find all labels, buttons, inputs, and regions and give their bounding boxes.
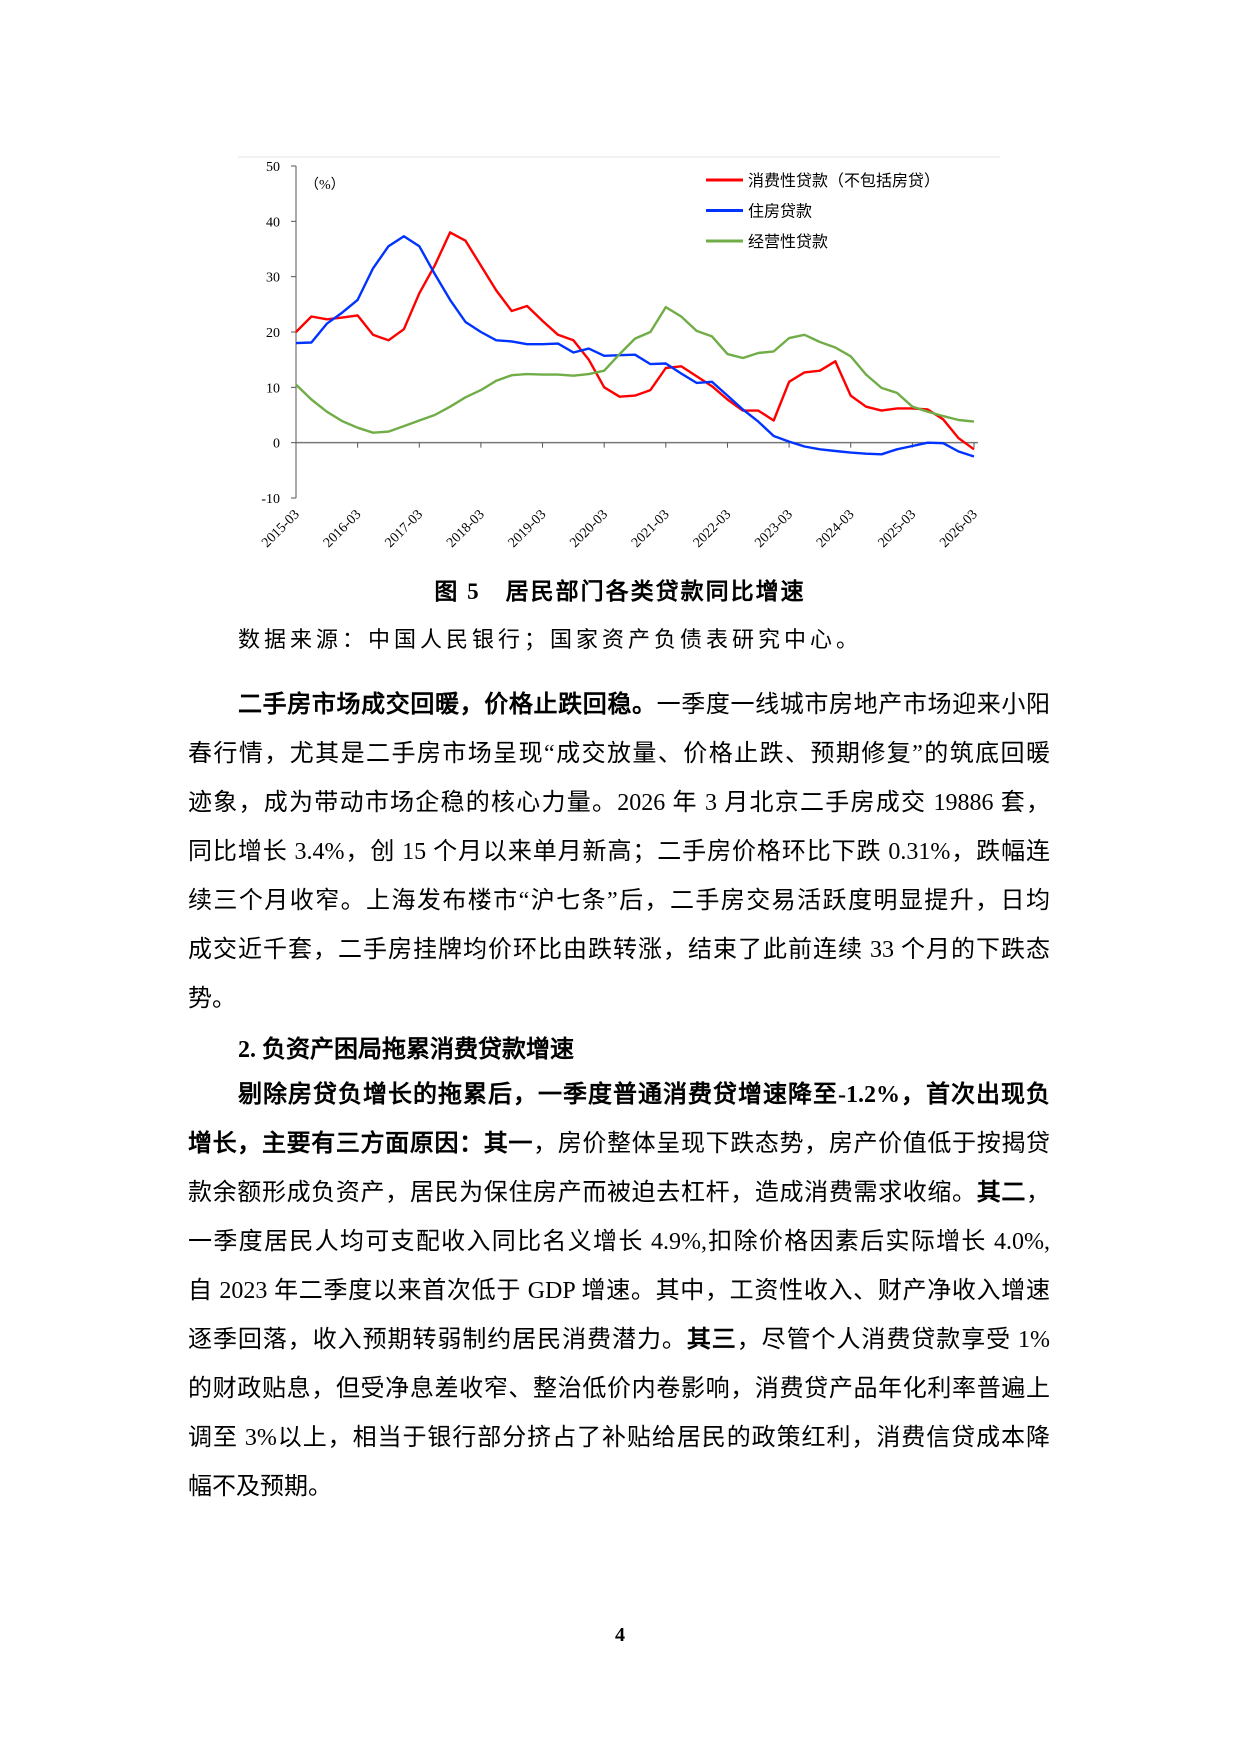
legend-label: 消费性贷款（不包括房贷）	[748, 172, 940, 190]
text: 一季度一线城市房地产市场迎来小阳	[656, 692, 1050, 718]
text-line: 迹象，成为带动市场企稳的核心力量。2026 年 3 月北京二手房成交 19886…	[188, 788, 1050, 818]
figure-caption: 图 5 居民部门各类贷款同比增速	[434, 579, 806, 604]
text: 的财政贴息，但受净息差收窄、整治低价内卷影响，消费贷产品年化利率普遍上	[188, 1376, 1050, 1402]
series-line-1	[295, 235, 975, 458]
y-tick-label: 30	[266, 271, 280, 286]
figure-source: 数据来源：中国人民银行；国家资产负债表研究中心。	[238, 627, 863, 652]
text-line: 增长，主要有三方面原因：其一，房价整体呈现下跌态势，房产价值低于按揭贷	[188, 1129, 1050, 1159]
text-line: 同比增长 3.4%，创 15 个月以来单月新高；二手房价格环比下跌 0.31%，…	[188, 837, 1050, 867]
x-tick-label: 2025-03	[876, 507, 920, 551]
bold-text: 增长，主要有三方面原因：其一	[188, 1131, 534, 1157]
text-line: 成交近千套，二手房挂牌均价环比由跌转涨，结束了此前连续 33 个月的下跌态	[188, 935, 1050, 965]
text-line: 调至 3%以上，相当于银行部分挤占了补贴给居民的政策红利，消费信贷成本降	[188, 1423, 1050, 1453]
text-line: 续三个月收窄。上海发布楼市“沪七条”后，二手房交易活跃度明显提升，日均	[188, 886, 1050, 916]
x-tick-label: 2016-03	[321, 507, 365, 551]
x-tick-label: 2015-03	[259, 507, 303, 551]
text: 成交近千套，二手房挂牌均价环比由跌转涨，结束了此前连续 33 个月的下跌态	[188, 937, 1050, 963]
y-tick-label: 50	[266, 160, 280, 175]
text: 迹象，成为带动市场企稳的核心力量。2026 年 3 月北京二手房成交 19886…	[188, 790, 1050, 816]
page-number: 4	[615, 1624, 625, 1646]
y-tick-label: 20	[266, 326, 280, 341]
text-line: 春行情，尤其是二手房市场呈现“成交放量、价格止跌、预期修复”的筑底回暖	[188, 739, 1050, 769]
text-line: 自 2023 年二季度以来首次低于 GDP 增速。其中，工资性收入、财产净收入增…	[188, 1276, 1050, 1306]
text: ，	[1026, 1180, 1050, 1206]
text: 一季度居民人均可支配收入同比名义增长 4.9%,扣除价格因素后实际增长 4.0%…	[188, 1229, 1050, 1255]
text-line: 的财政贴息，但受净息差收窄、整治低价内卷影响，消费贷产品年化利率普遍上	[188, 1374, 1050, 1404]
text: 幅不及预期。	[188, 1474, 332, 1500]
x-tick-label: 2019-03	[506, 507, 550, 551]
bold-text: 其二	[976, 1180, 1026, 1206]
x-tick-label: 2020-03	[567, 507, 611, 551]
y-unit-label: （%）	[305, 177, 345, 193]
text-line: 逐季回落，收入预期转弱制约居民消费潜力。其三，尽管个人消费贷款享受 1%	[188, 1325, 1050, 1355]
section-heading: 2. 负资产困局拖累消费贷款增速	[238, 1037, 574, 1063]
series-line-0	[295, 231, 975, 451]
y-tick-label: 0	[273, 437, 280, 452]
text: 调至 3%以上，相当于银行部分挤占了补贴给居民的政策红利，消费信贷成本降	[188, 1425, 1050, 1451]
text: 自 2023 年二季度以来首次低于 GDP 增速。其中，工资性收入、财产净收入增…	[188, 1278, 1050, 1304]
text: ，尽管个人消费贷款享受 1%	[736, 1327, 1051, 1353]
text: 逐季回落，收入预期转弱制约居民消费潜力。	[188, 1327, 687, 1353]
text-line: 势。	[188, 984, 1050, 1014]
bold-text: 剔除房贷负增长的拖累后，一季度普通消费贷增速降至-1.2%，首次出现负	[238, 1082, 1050, 1108]
text: 势。	[188, 986, 236, 1012]
series-line-2	[295, 305, 975, 434]
x-tick-label: 2024-03	[814, 507, 858, 551]
text: 续三个月收窄。上海发布楼市“沪七条”后，二手房交易活跃度明显提升，日均	[188, 888, 1050, 914]
x-tick-label: 2017-03	[382, 507, 426, 551]
text-line: 幅不及预期。	[188, 1472, 1050, 1502]
text-line: 一季度居民人均可支配收入同比名义增长 4.9%,扣除价格因素后实际增长 4.0%…	[188, 1227, 1050, 1257]
text-line: 剔除房贷负增长的拖累后，一季度普通消费贷增速降至-1.2%，首次出现负	[238, 1080, 1050, 1110]
legend-label: 经营性贷款	[748, 233, 828, 251]
text-line: 二手房市场成交回暖，价格止跌回稳。一季度一线城市房地产市场迎来小阳	[238, 690, 1050, 720]
x-tick-label: 2023-03	[752, 507, 796, 551]
x-tick-label: 2021-03	[629, 507, 673, 551]
text-line: 款余额形成负资产，居民为保住房产而被迫去杠杆，造成消费需求收缩。其二，	[188, 1178, 1050, 1208]
bold-text: 其三	[686, 1327, 737, 1353]
y-tick-label: 10	[266, 381, 280, 396]
loan-growth-chart: -10 0 10 20 30 40 50 2015-03 2016-03 2017-03 2018-…	[238, 156, 1000, 551]
text: 款余额形成负资产，居民为保住房产而被迫去杠杆，造成消费需求收缩。	[188, 1180, 977, 1206]
y-tick-label: -10	[261, 492, 280, 507]
x-tick-label: 2018-03	[444, 507, 488, 551]
bold-text: 二手房市场成交回暖，价格止跌回稳。	[238, 692, 657, 718]
legend-label: 住房贷款	[748, 203, 812, 221]
y-tick-label: 40	[266, 215, 280, 230]
text: 春行情，尤其是二手房市场呈现“成交放量、价格止跌、预期修复”的筑底回暖	[188, 741, 1050, 767]
x-tick-label: 2022-03	[691, 507, 735, 551]
text: 同比增长 3.4%，创 15 个月以来单月新高；二手房价格环比下跌 0.31%，…	[188, 839, 1050, 865]
text: ，房价整体呈现下跌态势，房产价值低于按揭贷	[533, 1131, 1051, 1157]
x-tick-label: 2026-03	[937, 507, 981, 551]
